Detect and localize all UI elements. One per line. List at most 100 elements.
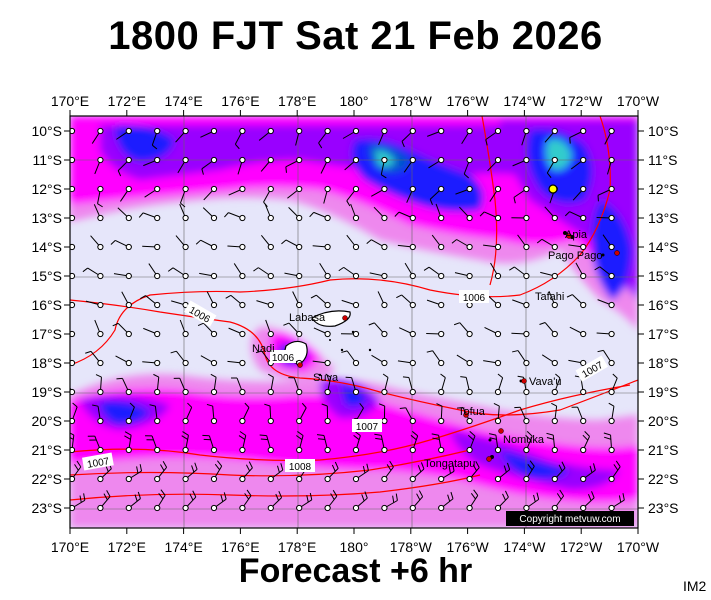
place-tafahi: Tafahi	[535, 291, 564, 303]
wind-barb	[70, 402, 78, 425]
copyright-box	[506, 511, 634, 526]
lon-label-bottom-7: 176°W	[447, 539, 490, 555]
wind-barb	[368, 322, 388, 338]
lon-label-top-2: 174°E	[164, 93, 202, 109]
wind-barb	[231, 377, 246, 396]
wind-barb	[435, 203, 445, 222]
wind-barb	[239, 461, 253, 483]
isobar-label-1007-a: 1007	[352, 419, 382, 433]
wind-barb	[267, 463, 284, 483]
wind-barb	[494, 490, 509, 512]
wind-barb	[253, 267, 274, 280]
wind-barb	[283, 322, 303, 338]
place-labasa: Labasa	[289, 312, 326, 324]
wind-barb	[494, 462, 511, 483]
wind-barb	[296, 431, 304, 454]
wind-barb	[594, 266, 615, 280]
lat-label-right-2: 12°S	[648, 181, 679, 197]
wind-barb	[296, 402, 307, 425]
lat-label-left-12: 22°S	[31, 471, 62, 487]
wind-barb	[324, 489, 338, 512]
wind-barb	[179, 203, 189, 222]
wind-barb	[350, 203, 360, 222]
wind-barb	[466, 430, 476, 454]
wind-barb	[318, 127, 331, 149]
wind-barb	[459, 206, 473, 222]
wind-barb	[426, 299, 445, 309]
wind-barb	[523, 492, 540, 512]
wind-barb	[316, 434, 331, 454]
wind-barb	[523, 460, 535, 483]
wind-barb	[451, 239, 473, 251]
lon-label-bottom-3: 176°E	[221, 539, 259, 555]
wind-barb	[210, 373, 218, 396]
lon-label-top-0: 170°E	[51, 93, 89, 109]
forecast-label: Forecast +6 hr	[238, 552, 473, 590]
wind-barb	[110, 239, 132, 251]
wind-barb	[399, 407, 416, 425]
wind-barb	[149, 404, 161, 425]
wind-barb	[117, 156, 132, 177]
lon-label-top-8: 174°W	[503, 93, 546, 109]
wind-barb	[199, 272, 218, 280]
wind-barb	[568, 243, 587, 251]
wind-barb	[116, 377, 132, 396]
wind-barb	[210, 460, 223, 483]
wind-barb	[260, 156, 274, 172]
wind-barb	[70, 243, 76, 251]
wind-barb	[116, 127, 132, 140]
svg-text:1006: 1006	[463, 293, 486, 304]
wind-barb	[320, 156, 331, 174]
wind-barb	[580, 491, 595, 512]
lat-label-right-8: 18°S	[648, 355, 679, 371]
wind-barb	[70, 214, 76, 222]
lat-label-left-7: 17°S	[31, 326, 62, 342]
wind-barb	[352, 430, 361, 454]
wind-barb	[455, 185, 473, 195]
wind-barb	[428, 156, 445, 169]
wind-barb	[70, 460, 82, 483]
wind-barb	[344, 156, 360, 171]
place-pago-pago: Pago Pago	[548, 250, 602, 262]
wind-barb	[238, 431, 247, 454]
wind-barb	[523, 430, 533, 454]
wind-barb	[371, 185, 388, 197]
wind-barb	[438, 373, 446, 396]
isobar-label-1006-b: 1006	[459, 290, 489, 304]
lon-label-top-6: 178°W	[390, 93, 433, 109]
lat-label-right-4: 14°S	[648, 239, 679, 255]
lat-label-left-10: 20°S	[31, 413, 62, 429]
svg-text:1007: 1007	[86, 456, 110, 471]
wind-barb	[401, 127, 416, 148]
wind-barb	[536, 238, 558, 251]
wind-barb	[264, 203, 274, 222]
wind-barb	[608, 373, 618, 396]
wind-barb	[113, 272, 132, 280]
wind-barb	[70, 386, 76, 396]
wind-barb	[181, 431, 189, 454]
wind-barb	[454, 272, 473, 280]
wind-barb	[466, 461, 480, 483]
wind-barb	[195, 239, 218, 251]
wind-barb	[409, 462, 425, 483]
wind-barb	[154, 489, 166, 512]
wind-barb	[115, 355, 132, 367]
map-field: 1006 1006 1006 1007 1007 1007	[70, 116, 638, 528]
wind-barb	[431, 433, 445, 454]
wind-barb	[551, 461, 566, 483]
lat-label-left-3: 13°S	[31, 210, 62, 226]
wind-barb	[453, 322, 473, 338]
wind-barb	[512, 299, 530, 309]
wind-barb	[202, 207, 218, 222]
svg-text:1006: 1006	[272, 353, 295, 364]
wind-barb	[374, 433, 388, 454]
wind-barb	[202, 434, 218, 454]
wind-barb	[173, 377, 189, 396]
wind-barb	[580, 463, 596, 483]
wind-barb	[140, 295, 161, 309]
wind-barb	[402, 376, 416, 396]
wind-barb	[596, 214, 615, 222]
wind-barb	[225, 294, 246, 309]
place-vavau: Vava'u	[529, 376, 561, 388]
wind-barb	[341, 299, 360, 309]
